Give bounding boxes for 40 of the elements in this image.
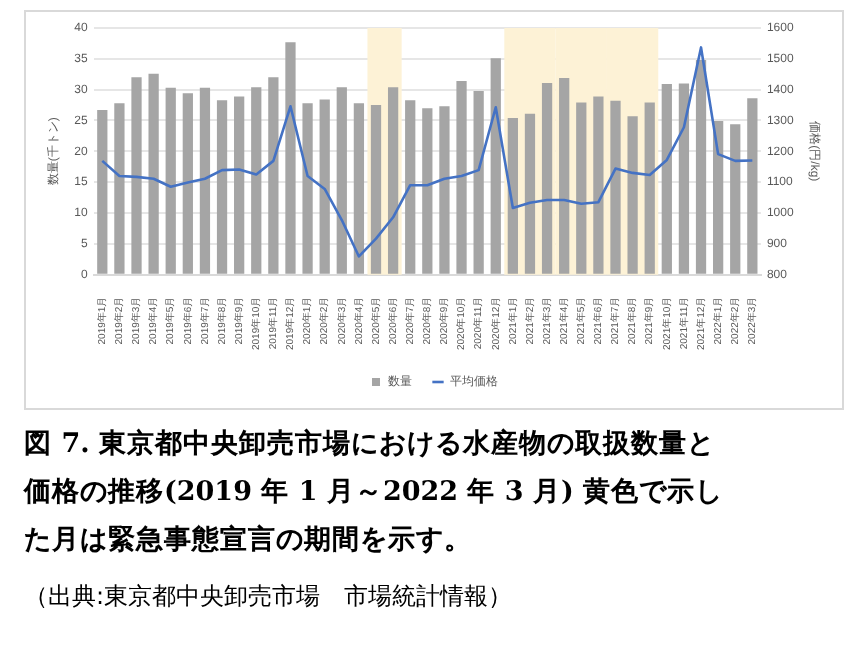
bar [285, 42, 296, 274]
bar [268, 77, 279, 274]
bar [747, 98, 758, 274]
bar [387, 87, 399, 274]
bar [644, 102, 655, 274]
bar [576, 102, 587, 274]
bar [473, 90, 484, 274]
bar [678, 83, 690, 274]
bar [541, 82, 553, 274]
bar [456, 81, 467, 274]
bar [97, 110, 108, 274]
bar [302, 103, 313, 274]
bar [559, 77, 570, 274]
bar [165, 87, 176, 274]
bar [336, 87, 347, 274]
bar [422, 108, 433, 274]
bar [319, 99, 330, 274]
bar [507, 118, 518, 274]
bar [490, 58, 501, 274]
text: （出典:東京都中央卸売市場 市場統計情報） [24, 580, 513, 614]
bar [405, 100, 416, 274]
bar [661, 84, 672, 274]
bar [216, 100, 228, 274]
bar [370, 105, 382, 274]
bar [131, 77, 142, 274]
bar [234, 96, 245, 274]
bar [593, 96, 604, 274]
bar [695, 60, 707, 274]
bar [114, 103, 125, 274]
bar [148, 73, 159, 274]
bar [251, 87, 262, 274]
bar [182, 93, 193, 274]
bar [610, 100, 621, 274]
bar [730, 124, 741, 274]
bar [713, 121, 724, 274]
bar [199, 87, 211, 274]
bar [627, 116, 638, 274]
caption: 図 7. 東京都中央卸売市場における水産物の取扱数量と価格の推移(2019 年 1 月～2022 年 3 月) 黄色で示した月は緊急事態宣言の期間を示す。 [24, 426, 724, 560]
bar [439, 106, 450, 274]
bar [524, 113, 536, 274]
